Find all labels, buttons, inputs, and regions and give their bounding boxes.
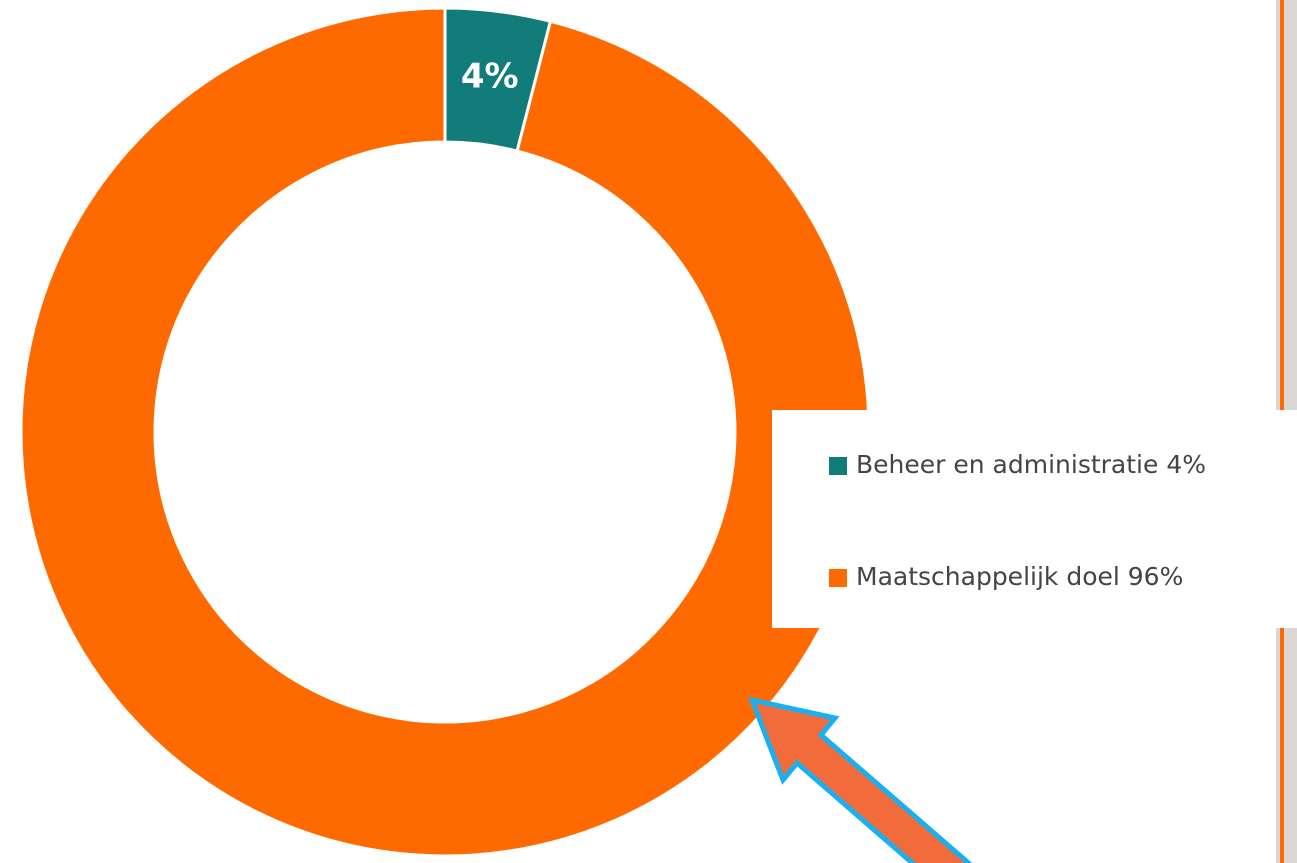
slice: [19, 6, 871, 858]
legend-marker: [829, 569, 847, 587]
legend-label: Beheer en administratie 4%: [856, 450, 1206, 479]
arrow: [747, 696, 973, 863]
legend-marker: [829, 457, 847, 475]
donut: 4%: [19, 6, 871, 858]
data-label: 4%: [461, 56, 519, 96]
legend-box: [772, 410, 1297, 628]
legend: Beheer en administratie 4% Maatschappelij…: [829, 450, 1206, 591]
legend-label: Maatschappelijk doel 96%: [856, 562, 1183, 591]
